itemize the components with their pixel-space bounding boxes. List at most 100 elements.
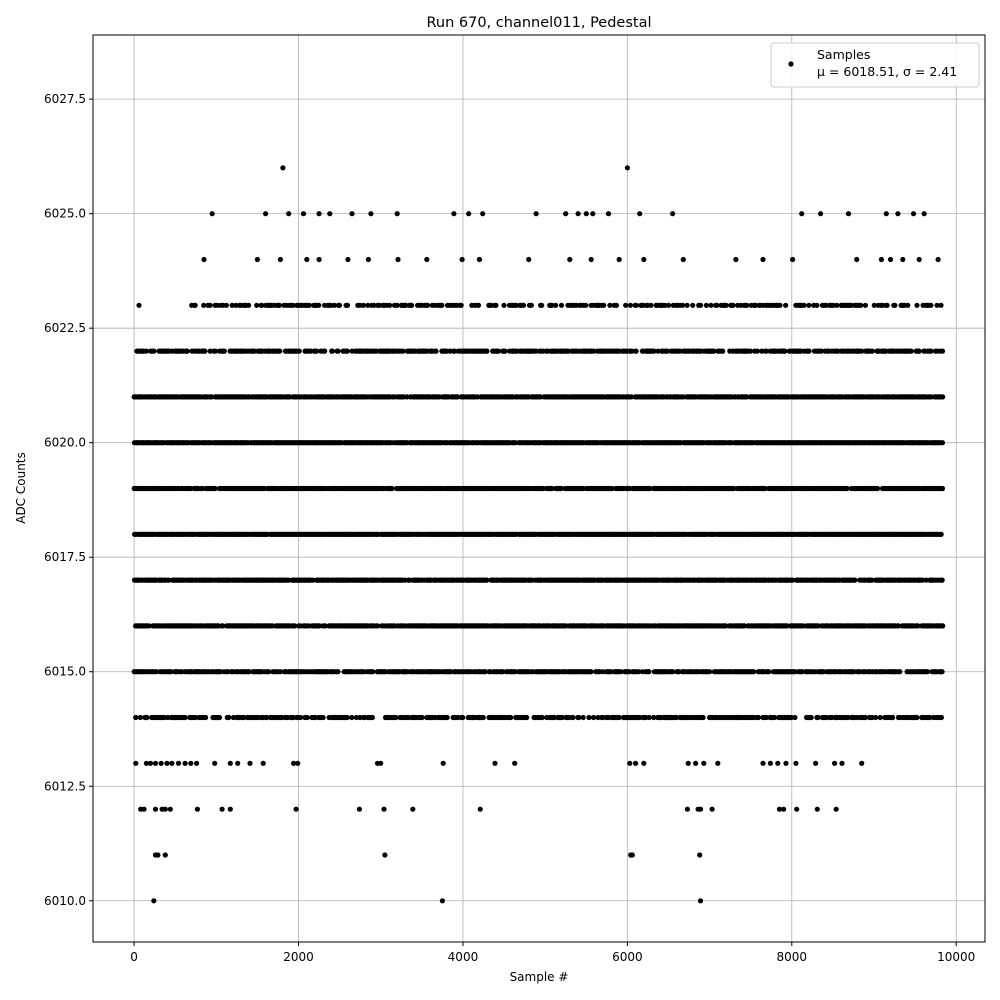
data-point (939, 577, 945, 583)
data-point (349, 714, 355, 721)
data-point (492, 760, 498, 766)
data-point (938, 531, 944, 537)
data-point (304, 714, 310, 721)
data-point (760, 760, 766, 766)
data-point (839, 760, 845, 766)
data-point (344, 714, 350, 721)
data-point (277, 256, 283, 263)
data-point (227, 806, 233, 812)
data-point (365, 256, 371, 263)
data-point (641, 256, 647, 263)
data-point (482, 669, 488, 675)
data-point (291, 760, 297, 766)
data-point (580, 714, 586, 721)
data-point (794, 806, 800, 812)
data-point (890, 714, 896, 721)
data-point (264, 714, 270, 721)
data-point (877, 714, 883, 721)
data-point (304, 256, 310, 263)
data-point (300, 211, 307, 217)
data-point (368, 211, 374, 217)
data-point (624, 165, 631, 171)
data-point (878, 256, 885, 263)
data-point (184, 348, 190, 354)
data-point (459, 256, 465, 263)
data-point (201, 256, 207, 263)
data-point (202, 348, 208, 354)
data-point (335, 348, 341, 354)
data-point (925, 669, 931, 675)
data-point (784, 623, 790, 629)
data-point (221, 348, 227, 354)
data-point (586, 714, 592, 721)
data-point (192, 714, 198, 721)
data-point (260, 760, 266, 766)
data-point (369, 714, 375, 721)
data-point (153, 669, 159, 675)
data-point (775, 760, 781, 766)
data-point (684, 806, 691, 812)
data-point (162, 806, 168, 812)
data-point (567, 256, 573, 263)
data-point (241, 714, 247, 721)
data-point (484, 348, 490, 354)
data-point (590, 211, 596, 217)
data-point (389, 485, 395, 492)
data-point (296, 348, 302, 354)
data-point (502, 348, 508, 354)
data-point (353, 714, 359, 721)
data-point (680, 256, 686, 263)
data-point (646, 669, 652, 675)
data-point (697, 898, 704, 904)
data-point (563, 211, 569, 217)
data-point (297, 714, 304, 721)
data-point (869, 577, 875, 583)
data-point (916, 256, 922, 263)
data-point (263, 211, 269, 217)
data-point (433, 348, 439, 354)
data-point (322, 623, 328, 629)
data-point (133, 760, 139, 766)
data-point (439, 898, 445, 904)
data-point (588, 256, 594, 263)
data-point (646, 714, 652, 721)
data-point (792, 714, 798, 721)
data-point (921, 211, 927, 217)
data-point (370, 669, 376, 675)
data-point (763, 714, 770, 721)
data-point (938, 714, 945, 721)
data-point (813, 760, 819, 766)
data-point (771, 714, 778, 721)
data-point (814, 806, 820, 812)
data-point (327, 211, 333, 217)
data-point (832, 760, 838, 766)
data-point (345, 256, 351, 263)
data-point (477, 806, 483, 812)
data-point (799, 669, 805, 675)
data-point (637, 211, 643, 217)
data-point (320, 714, 326, 721)
data-point (143, 760, 149, 766)
data-point (818, 211, 824, 217)
data-point (524, 714, 530, 721)
data-point (875, 485, 881, 492)
data-point (790, 256, 796, 263)
data-point (923, 577, 929, 583)
data-point (685, 760, 691, 766)
data-point (182, 714, 188, 721)
data-point (939, 440, 946, 446)
data-point (760, 256, 766, 263)
data-point (349, 211, 355, 217)
data-point (292, 623, 298, 629)
data-point (920, 577, 926, 583)
data-point (277, 669, 284, 675)
data-point (627, 760, 633, 766)
data-point (424, 256, 430, 263)
data-point (715, 760, 721, 766)
data-point (286, 211, 292, 217)
data-point (629, 852, 635, 858)
data-point (375, 623, 381, 629)
data-point (815, 714, 821, 721)
